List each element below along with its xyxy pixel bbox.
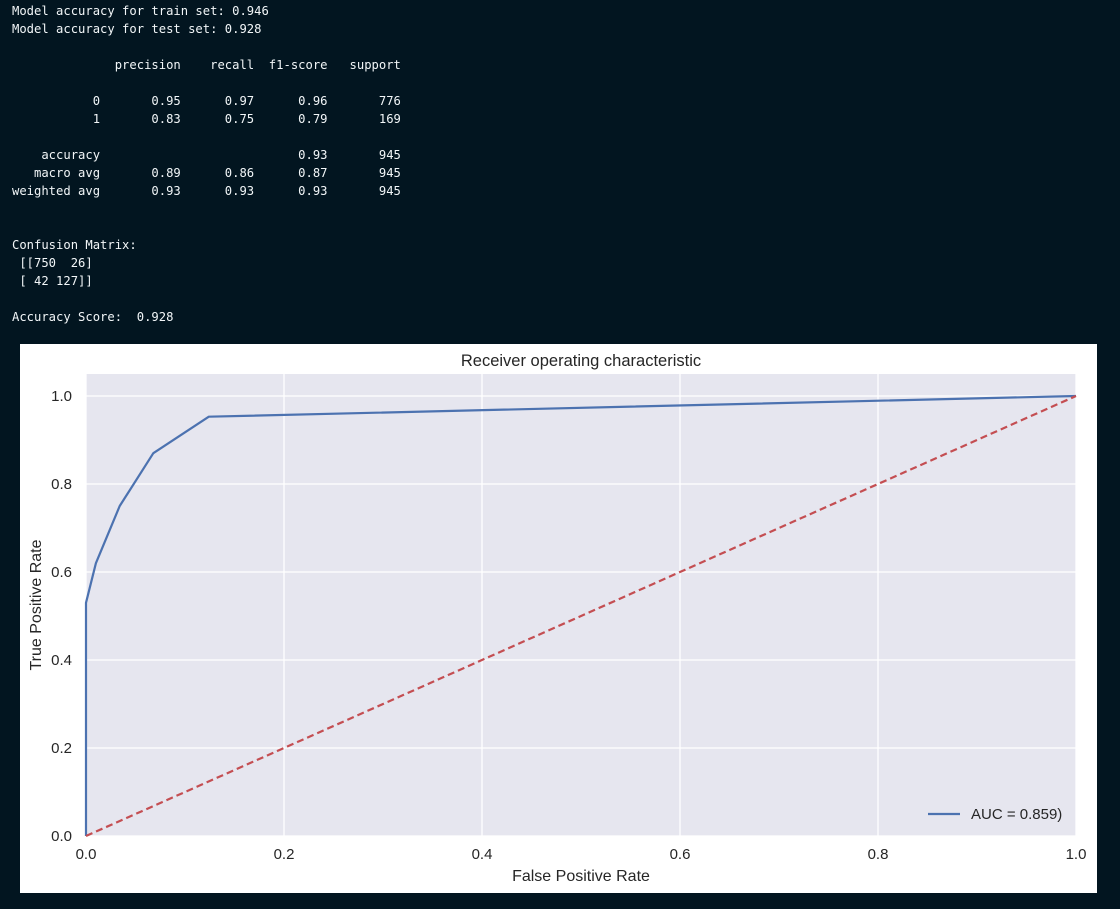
chart-title: Receiver operating characteristic	[461, 352, 701, 370]
x-tick-label: 0.0	[76, 846, 97, 863]
y-tick-label: 0.8	[51, 476, 72, 493]
x-tick-label: 0.6	[670, 846, 691, 863]
confusion-matrix-row-2: [ 42 127]]	[12, 274, 93, 288]
roc-curve-line	[84, 394, 1077, 836]
train-accuracy-line: Model accuracy for train set: 0.946	[12, 4, 269, 18]
console-output: Model accuracy for train set: 0.946 Model…	[12, 2, 401, 326]
roc-figure: 0.0 0.2 0.4 0.6 0.8 1.0 0.0 0.2 0.4 0.6 0.8 1.0 Rece…	[20, 344, 1097, 893]
y-tick-label: 0.6	[51, 564, 72, 581]
blank-line	[12, 200, 401, 218]
report-class-1-line: 1 0.83 0.75 0.79 169	[12, 112, 401, 126]
report-class-0-line: 0 0.95 0.97 0.96 776	[12, 94, 401, 108]
blank-line	[12, 290, 401, 308]
x-tick-label: 0.4	[472, 846, 493, 863]
report-header-line: precision recall f1-score support	[12, 58, 401, 72]
test-accuracy-line: Model accuracy for test set: 0.928	[12, 22, 262, 36]
y-tick-label: 0.2	[51, 740, 72, 757]
report-weighted-avg-line: weighted avg 0.93 0.93 0.93 945	[12, 184, 401, 198]
blank-line	[12, 218, 401, 236]
accuracy-score-line: Accuracy Score: 0.928	[12, 310, 174, 324]
plot-area	[86, 374, 1076, 836]
blank-line	[12, 38, 401, 56]
y-tick-label: 1.0	[51, 388, 72, 405]
blank-line	[12, 74, 401, 92]
x-axis-label: False Positive Rate	[512, 868, 650, 885]
y-axis-label: True Positive Rate	[28, 539, 45, 670]
x-tick-label: 0.2	[274, 846, 295, 863]
roc-chart: 0.0 0.2 0.4 0.6 0.8 1.0 0.0 0.2 0.4 0.6 0.8 1.0 Rece…	[28, 352, 1087, 885]
y-tick-label: 0.4	[51, 652, 72, 669]
y-tick-label: 0.0	[51, 828, 72, 845]
blank-line	[12, 128, 401, 146]
confusion-matrix-row-1: [[750 26]	[12, 256, 93, 270]
chance-diagonal-line	[85, 394, 1077, 838]
report-macro-avg-line: macro avg 0.89 0.86 0.87 945	[12, 166, 401, 180]
report-accuracy-line: accuracy 0.93 945	[12, 148, 401, 162]
x-tick-label: 1.0	[1066, 846, 1087, 863]
legend-label: AUC = 0.859)	[971, 806, 1062, 823]
x-tick-label: 0.8	[868, 846, 889, 863]
confusion-matrix-label: Confusion Matrix:	[12, 238, 137, 252]
